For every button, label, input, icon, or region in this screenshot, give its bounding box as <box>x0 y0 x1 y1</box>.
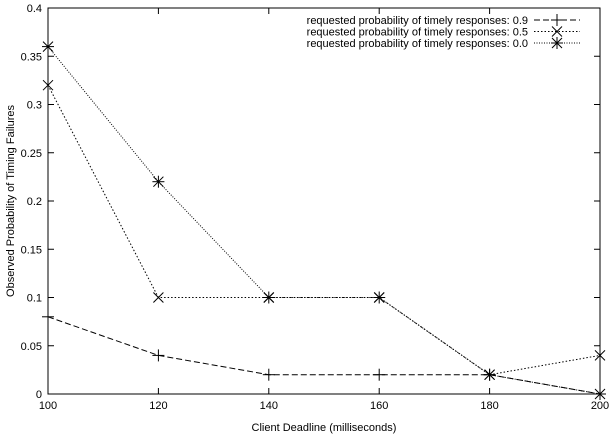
series-line <box>47 84 601 376</box>
y-tick-label: 0.25 <box>21 148 42 160</box>
data-point <box>594 388 606 400</box>
data-point <box>373 368 386 381</box>
marker-stroke <box>551 37 563 49</box>
legend-marker <box>551 26 563 37</box>
data-point <box>152 349 165 362</box>
marker-stroke <box>484 369 495 381</box>
data-point <box>42 79 54 91</box>
marker-stroke <box>153 292 164 303</box>
axis-ticks: 0 0.05 0.1 0.15 0.2 0.25 0.3 0.35 0.4 100 120 140 16… <box>21 3 610 412</box>
y-tick-label: 0.15 <box>21 244 42 256</box>
marker-stroke <box>263 292 275 303</box>
data-point <box>42 40 54 53</box>
series-plus <box>42 310 606 400</box>
marker-stroke <box>42 41 54 52</box>
data-point <box>483 368 496 381</box>
data-point <box>373 291 386 304</box>
x-axis-label: Client Deadline (milliseconds) <box>252 422 397 434</box>
legend: requested probability of timely response… <box>307 14 580 50</box>
y-tick-label: 0.1 <box>27 293 42 305</box>
legend-label: requested probability of timely response… <box>307 38 528 50</box>
legend-entry: requested probability of timely response… <box>307 14 580 27</box>
series-cross <box>42 79 606 381</box>
y-tick-label: 0.4 <box>27 3 42 15</box>
data-point <box>594 350 606 361</box>
series-layer <box>42 40 606 400</box>
legend-marker <box>551 37 563 49</box>
x-tick-label: 160 <box>370 400 388 412</box>
legend-entry: requested probability of timely response… <box>307 26 580 39</box>
y-tick-label: 0.05 <box>21 341 42 353</box>
plot-frame <box>47 7 601 395</box>
marker-stroke <box>594 388 606 400</box>
legend-label: requested probability of timely response… <box>307 15 528 27</box>
data-point <box>262 368 275 381</box>
data-point <box>42 310 54 323</box>
marker-stroke <box>153 176 164 188</box>
legend-label: requested probability of timely response… <box>307 27 528 39</box>
x-tick-label: 180 <box>480 400 498 412</box>
y-tick-label: 0.2 <box>27 196 42 208</box>
marker-stroke <box>42 79 54 91</box>
data-point <box>152 175 165 188</box>
series-line <box>47 316 601 395</box>
legend-marker <box>551 14 563 26</box>
y-axis-label: Observed Probability of Timing Failures <box>5 105 17 297</box>
y-tick-label: 0.35 <box>21 51 42 63</box>
y-tick-label: 0 <box>36 389 42 401</box>
y-tick-label: 0.3 <box>27 100 42 112</box>
data-point <box>262 291 275 304</box>
legend-entry: requested probability of timely response… <box>307 37 580 50</box>
x-tick-label: 100 <box>39 400 57 412</box>
marker-stroke <box>594 350 606 361</box>
series-line <box>47 46 601 395</box>
marker-stroke <box>373 292 385 303</box>
series-star <box>42 40 606 400</box>
x-tick-label: 200 <box>591 400 609 412</box>
x-tick-label: 120 <box>149 400 167 412</box>
data-point <box>153 292 164 303</box>
marker-stroke <box>551 26 563 37</box>
x-tick-label: 140 <box>260 400 278 412</box>
